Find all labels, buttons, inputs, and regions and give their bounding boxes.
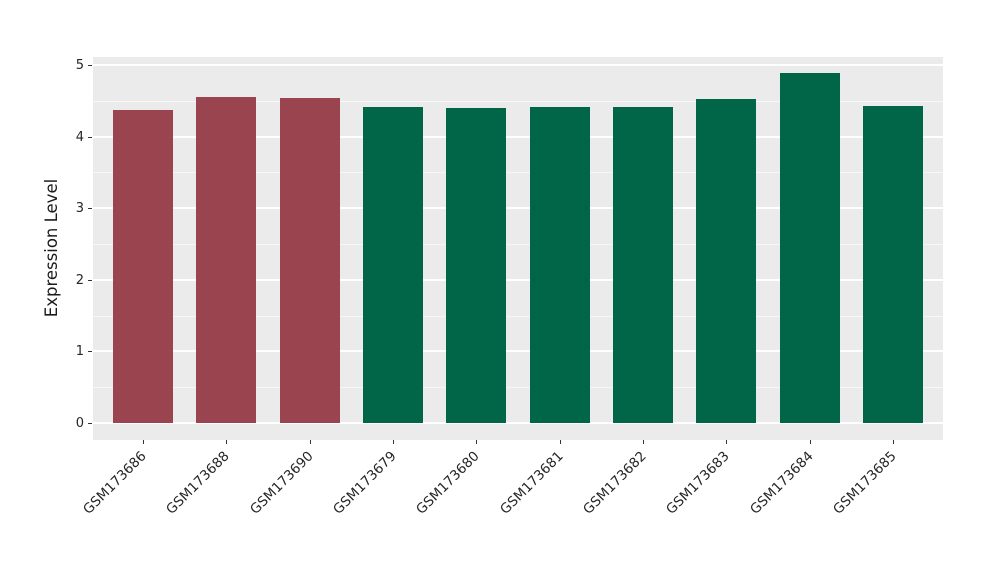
x-tick-label: GSM173688	[163, 448, 233, 518]
bar-GSM173686	[113, 110, 173, 423]
x-tick-label: GSM173685	[830, 448, 900, 518]
x-tick-mark	[309, 440, 311, 444]
plot-panel	[93, 57, 943, 440]
bar-GSM173681	[529, 106, 590, 423]
x-tick-mark	[226, 440, 228, 444]
y-axis-title: Expression Level	[42, 178, 61, 318]
bar-GSM173688	[196, 97, 257, 423]
x-tick-label: GSM173680	[413, 448, 483, 518]
bar-GSM173685	[862, 105, 923, 423]
gridline-major	[93, 64, 943, 66]
bar-GSM173690	[279, 97, 340, 423]
gridline-major	[93, 350, 943, 353]
bar-GSM173679	[362, 107, 423, 423]
x-tick-label: GSM173683	[663, 448, 733, 518]
x-tick-mark	[476, 440, 478, 444]
x-tick-mark	[143, 440, 144, 444]
y-tick-label: 1	[75, 344, 84, 360]
gridline-major	[93, 207, 943, 210]
bar-GSM173684	[779, 72, 840, 423]
y-tick-mark	[88, 351, 92, 353]
x-tick-mark	[809, 440, 811, 444]
gridline-minor	[93, 172, 943, 174]
y-tick-mark	[88, 208, 92, 210]
y-tick-label: 0	[75, 416, 84, 431]
x-tick-mark	[559, 440, 561, 444]
x-tick-mark	[726, 440, 728, 444]
gridline-minor	[93, 387, 943, 389]
y-tick-label: 3	[75, 201, 84, 217]
y-tick-mark	[88, 65, 92, 66]
gridline-minor	[93, 244, 943, 245]
x-tick-mark	[642, 440, 644, 444]
x-tick-mark	[892, 440, 894, 444]
y-tick-label: 4	[75, 129, 84, 145]
y-tick-mark	[88, 423, 92, 424]
x-tick-mark	[392, 440, 394, 444]
y-tick-label: 5	[75, 58, 84, 73]
gridline-major	[93, 135, 943, 138]
x-tick-label: GSM173684	[746, 448, 817, 518]
gridline-major	[93, 422, 943, 424]
gridline-minor	[93, 315, 943, 317]
y-tick-mark	[88, 136, 92, 138]
x-tick-label: GSM173682	[580, 448, 650, 518]
x-tick-label: GSM173690	[246, 448, 317, 518]
bar-GSM173683	[696, 98, 757, 423]
bar-GSM173680	[446, 107, 507, 423]
y-tick-label: 2	[75, 272, 84, 288]
y-tick-mark	[88, 279, 92, 281]
x-tick-label: GSM173686	[80, 448, 150, 518]
gridline-major	[93, 278, 943, 281]
x-tick-label: GSM173679	[330, 448, 400, 518]
gridline-minor	[93, 100, 943, 102]
x-tick-label: GSM173681	[496, 448, 567, 518]
bar-GSM173682	[612, 107, 673, 423]
